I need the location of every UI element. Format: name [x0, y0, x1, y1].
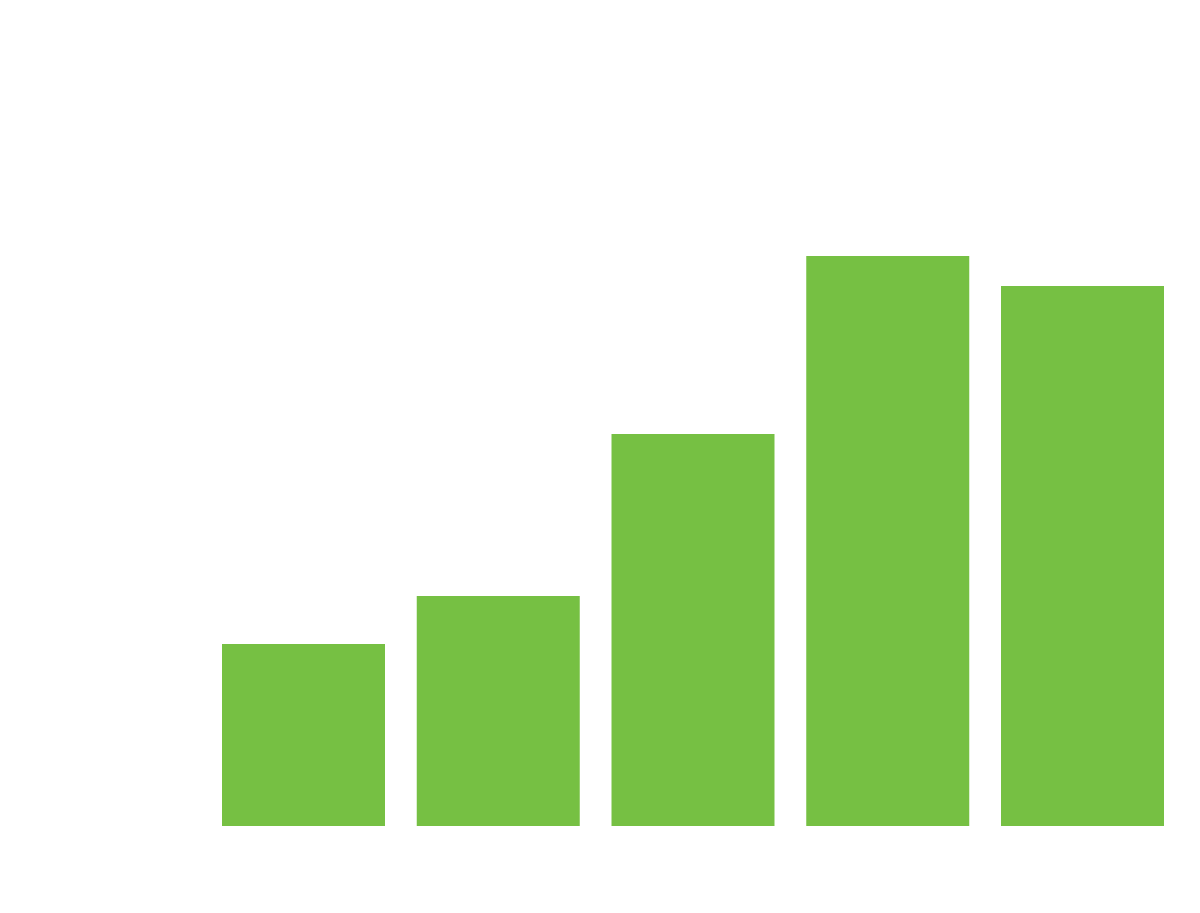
bar-3 — [611, 434, 775, 826]
bars-group — [222, 256, 1164, 826]
bar-1 — [222, 644, 385, 826]
bar-4 — [806, 256, 970, 826]
bar-2 — [416, 596, 580, 826]
bar-5 — [1001, 286, 1164, 826]
